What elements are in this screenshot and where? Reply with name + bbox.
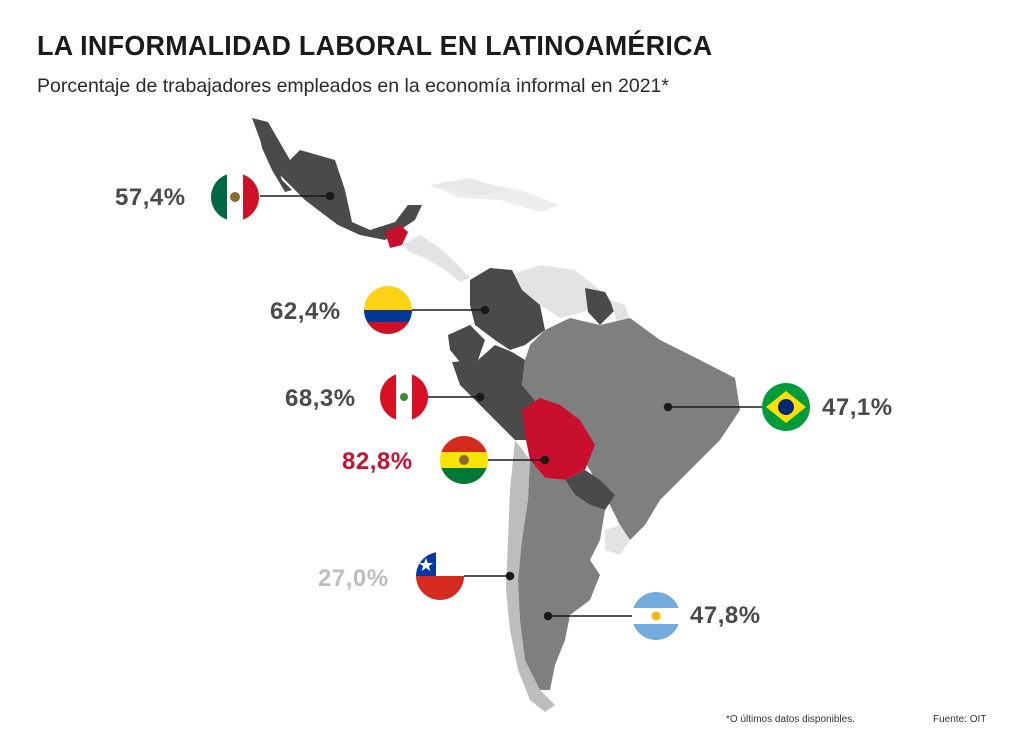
mexico-shape xyxy=(252,118,422,240)
chile-leader-dot xyxy=(505,571,515,581)
guyanas-shape xyxy=(585,288,615,325)
colombia-flag xyxy=(364,286,412,334)
brazil-shape xyxy=(522,318,740,540)
map-title: LA INFORMALIDAD LABORAL EN LATINOAMÉRICA xyxy=(37,30,713,61)
chile-value: 27,0% xyxy=(318,565,389,592)
brazil-leader-dot xyxy=(663,402,673,412)
colombia-shape xyxy=(470,268,545,350)
leader-lines xyxy=(260,191,762,621)
map-subtitle: Porcentaje de trabajadores empleados en … xyxy=(37,75,669,97)
ecuador-shape xyxy=(448,325,485,362)
peru-leader-dot xyxy=(475,392,485,402)
baja-california-shape xyxy=(258,128,292,192)
bolivia-flag xyxy=(440,436,488,484)
colombia-value: 62,4% xyxy=(270,298,341,325)
mexico-flag xyxy=(211,173,259,221)
peru-value: 68,3% xyxy=(285,385,356,412)
venezuela-shape xyxy=(510,265,600,318)
bolivia-value: 82,8% xyxy=(342,448,413,475)
source-note: Fuente: OIT xyxy=(933,714,987,725)
argentina-value: 47,8% xyxy=(690,602,761,629)
brazil-value: 47,1% xyxy=(822,394,893,421)
guatemala-shape xyxy=(385,225,408,248)
mexico-leader-dot xyxy=(325,191,335,201)
central-america-shape xyxy=(402,235,470,282)
brazil-flag xyxy=(762,383,810,431)
argentina-leader-dot xyxy=(543,611,553,621)
mexico-value: 57,4% xyxy=(115,184,186,211)
suriname-shape xyxy=(610,300,630,325)
bolivia-leader-dot xyxy=(540,455,550,465)
peru-shape xyxy=(452,345,540,440)
chile-shape xyxy=(506,440,555,712)
peru-flag xyxy=(380,373,428,421)
argentina-shape xyxy=(518,460,605,690)
argentina-flag xyxy=(632,592,680,640)
colombia-leader-dot xyxy=(480,305,490,315)
paraguay-shape xyxy=(565,470,615,510)
chile-flag xyxy=(416,552,464,600)
cuba-island xyxy=(430,178,505,196)
footnote: *O últimos datos disponibles. xyxy=(726,714,855,725)
uruguay-shape xyxy=(605,525,630,555)
